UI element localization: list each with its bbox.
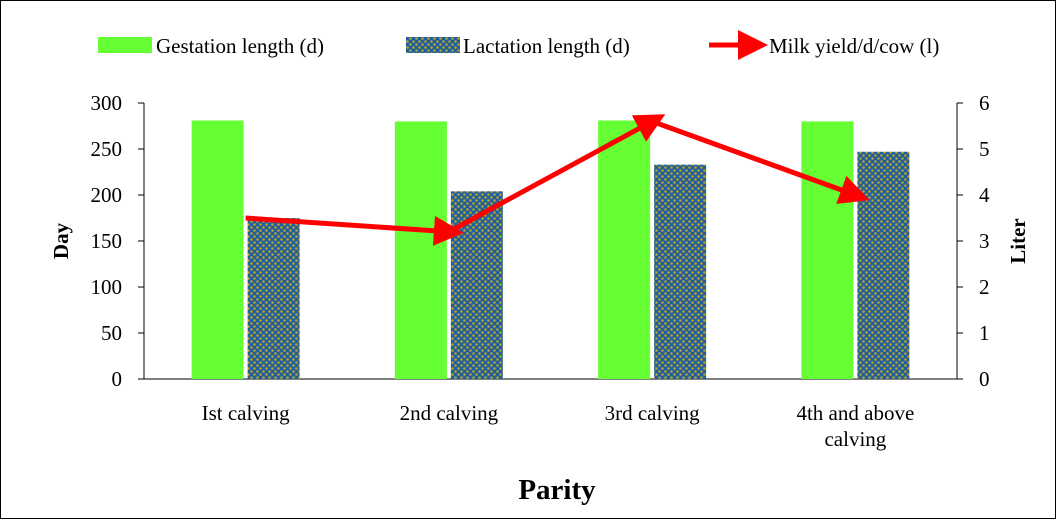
right-y-tick-label: 5 [979, 137, 990, 161]
x-category-label: 2nd calving [400, 401, 499, 425]
legend-label-gestation: Gestation length (d) [156, 34, 324, 58]
bar-lactation [654, 165, 706, 379]
bar-gestation [801, 121, 853, 379]
x-axis-title: Parity [518, 474, 596, 506]
left-y-tick-label: 200 [91, 183, 123, 207]
left-y-tick-label: 100 [91, 275, 123, 299]
bar-gestation [395, 121, 447, 379]
left-y-tick-label: 250 [91, 137, 123, 161]
x-category-labels: Ist calving 2nd calving 3rd calving 4th and… [202, 401, 915, 451]
bar-gestation [598, 120, 650, 379]
legend-label-lactation: Lactation length (d) [463, 34, 630, 58]
y-axis-title-right: Liter [1006, 218, 1030, 263]
right-y-tick-label: 1 [979, 321, 990, 345]
left-y-tick-label: 50 [101, 321, 122, 345]
left-y-tick-label: 0 [112, 367, 123, 391]
bar-lactation [451, 191, 503, 379]
bar-lactation [857, 152, 909, 379]
x-category-label: Ist calving [202, 401, 291, 425]
bar-lactation [248, 218, 300, 379]
right-y-tick-label: 3 [979, 229, 990, 253]
bar-gestation [192, 120, 244, 379]
right-y-tick-label: 2 [979, 275, 990, 299]
left-y-ticks: 0 50 100 150 200 250 300 [91, 91, 145, 391]
legend-swatch-lactation [406, 37, 460, 53]
y-axis-title-left: Day [49, 222, 73, 259]
right-y-tick-label: 6 [979, 91, 990, 115]
bars [192, 120, 910, 379]
x-category-label: 3rd calving [605, 401, 701, 425]
x-category-label: 4th and above [796, 401, 914, 425]
legend-label-milk-yield: Milk yield/d/cow (l) [769, 34, 939, 58]
left-y-tick-label: 300 [91, 91, 123, 115]
legend: Gestation length (d) Lactation length (d… [98, 34, 939, 58]
right-y-tick-label: 4 [979, 183, 990, 207]
right-y-tick-label: 0 [979, 367, 990, 391]
right-y-ticks: 0 1 2 3 4 5 6 [957, 91, 990, 391]
left-y-tick-label: 150 [91, 229, 123, 253]
x-category-label: calving [824, 427, 886, 451]
milk-yield-line [246, 121, 856, 232]
legend-swatch-gestation [98, 37, 152, 53]
